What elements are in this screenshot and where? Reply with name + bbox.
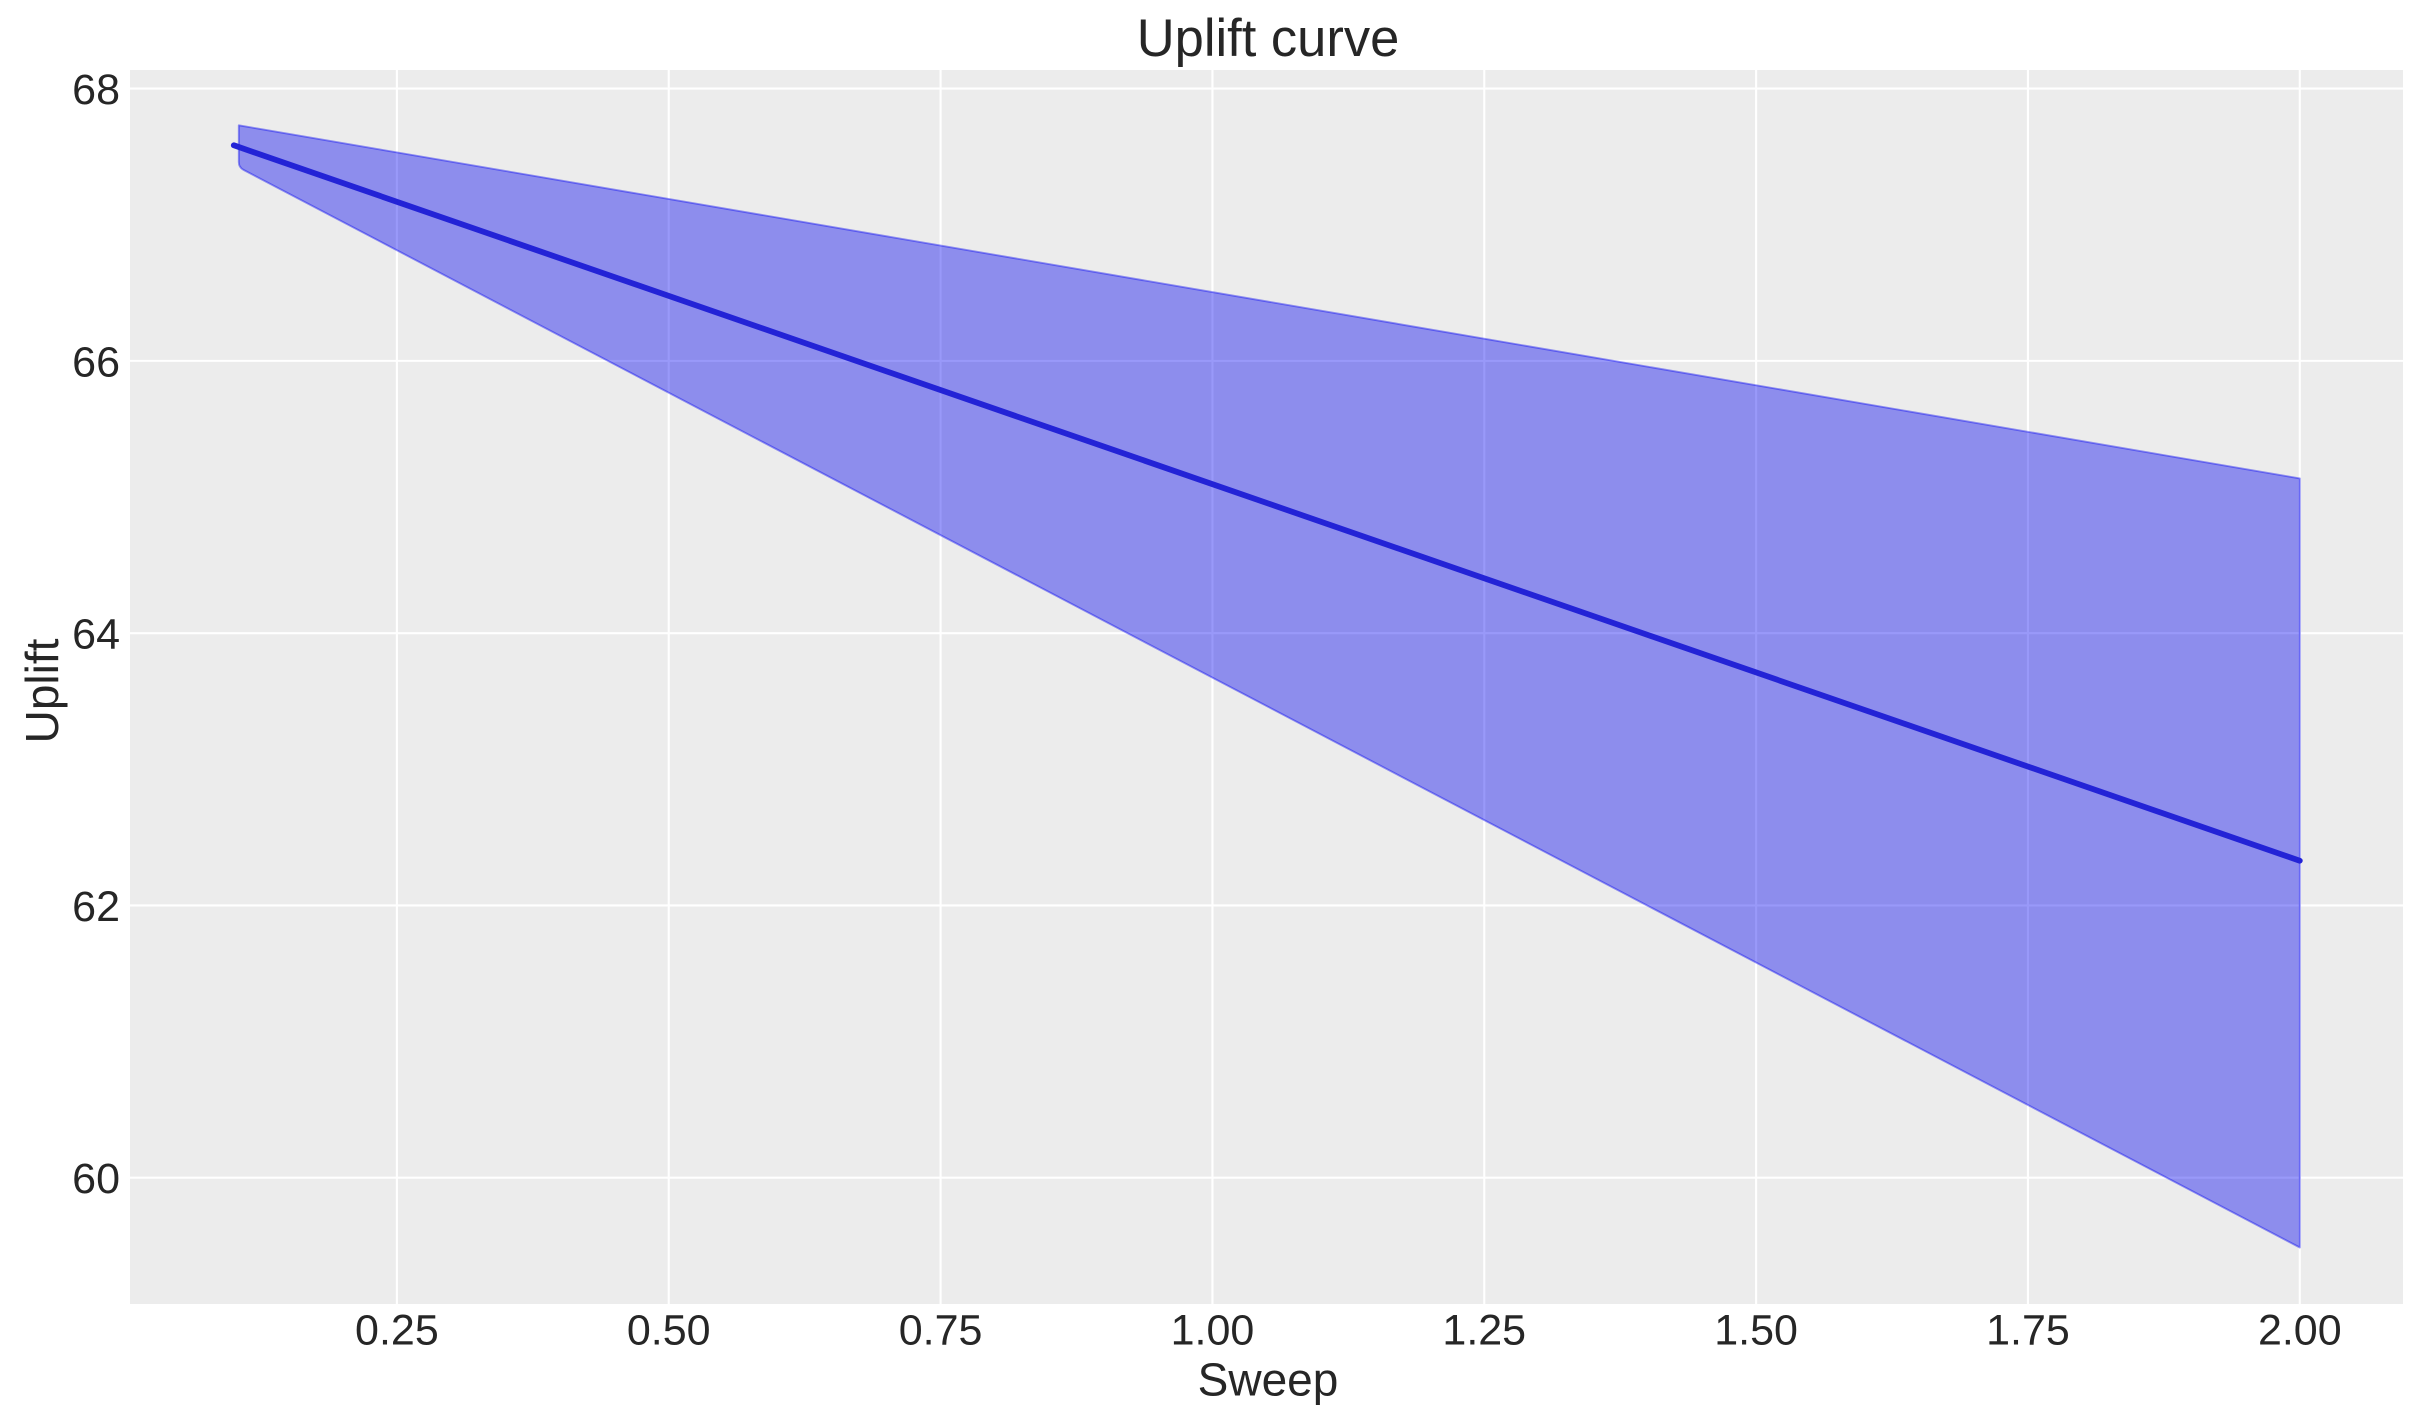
- svg-text:66: 66: [72, 338, 120, 386]
- svg-text:64: 64: [72, 611, 120, 659]
- svg-text:0.50: 0.50: [627, 1307, 711, 1355]
- svg-text:0.25: 0.25: [355, 1307, 439, 1355]
- svg-text:0.75: 0.75: [899, 1307, 983, 1355]
- svg-text:1.75: 1.75: [1986, 1307, 2070, 1355]
- svg-text:Uplift curve: Uplift curve: [1137, 9, 1400, 68]
- svg-text:1.00: 1.00: [1171, 1307, 1255, 1355]
- svg-text:1.25: 1.25: [1442, 1307, 1526, 1355]
- svg-text:1.50: 1.50: [1714, 1307, 1798, 1355]
- svg-text:60: 60: [72, 1155, 120, 1203]
- svg-text:2.00: 2.00: [2258, 1307, 2342, 1355]
- svg-text:Uplift: Uplift: [16, 638, 68, 743]
- svg-text:Sweep: Sweep: [1198, 1354, 1339, 1406]
- svg-text:68: 68: [72, 66, 120, 114]
- svg-text:62: 62: [72, 883, 120, 931]
